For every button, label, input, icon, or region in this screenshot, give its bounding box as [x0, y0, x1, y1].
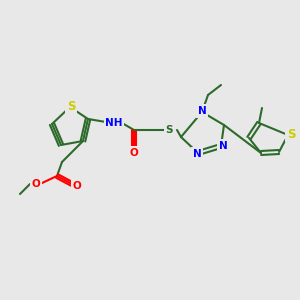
Text: O: O [32, 179, 40, 189]
Text: S: S [287, 128, 295, 140]
Text: N: N [219, 141, 227, 151]
Text: N: N [193, 149, 201, 159]
Text: S: S [67, 100, 75, 112]
Text: N: N [198, 106, 206, 116]
Text: S: S [165, 125, 173, 135]
Text: O: O [130, 148, 138, 158]
Text: NH: NH [105, 118, 123, 128]
Text: O: O [73, 181, 81, 191]
